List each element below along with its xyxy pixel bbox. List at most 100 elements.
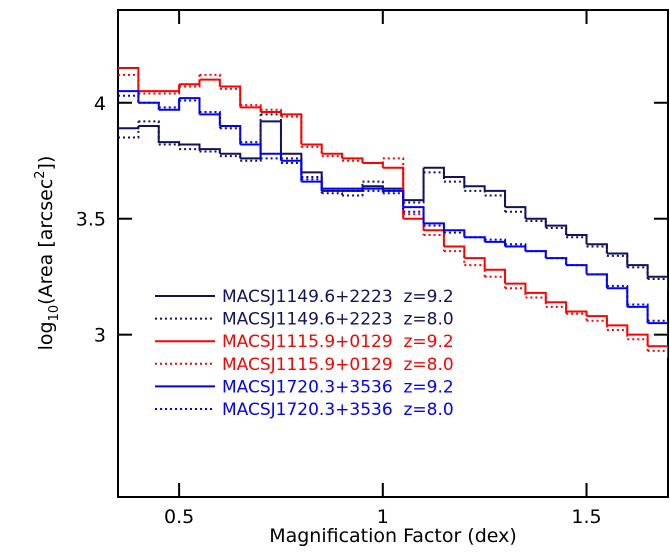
y-axis-label-part: 10 — [47, 305, 62, 322]
step-segment — [240, 106, 262, 113]
x-tick-label: 1 — [377, 506, 389, 528]
step-segment — [647, 319, 668, 335]
step-segment — [627, 338, 649, 351]
step-segment — [423, 229, 445, 247]
step-segment — [606, 329, 629, 340]
legend-label: MACSJ1720.3+3536 z=8.0 — [222, 400, 454, 420]
y-tick-label: 4 — [94, 93, 106, 115]
step-segment — [505, 287, 527, 298]
step-segment — [566, 236, 588, 247]
step-segment — [179, 79, 201, 86]
step-segment — [403, 172, 425, 204]
step-segment — [627, 333, 649, 347]
step-segment — [179, 148, 201, 152]
step-segment — [647, 349, 668, 361]
step-segment — [545, 224, 568, 235]
step-segment — [586, 245, 608, 256]
step-segment — [382, 157, 405, 215]
step-segment — [606, 284, 629, 305]
step-segment — [484, 194, 507, 212]
y-axis-label-part: log — [35, 321, 57, 350]
step-segment — [566, 264, 588, 275]
legend-label: MACSJ1149.6+2223 z=8.0 — [222, 310, 454, 330]
step-segment — [484, 268, 507, 284]
step-segment — [199, 111, 221, 129]
step-segment — [566, 264, 588, 275]
y-tick-label: 3.5 — [76, 209, 106, 231]
step-segment — [443, 231, 466, 238]
step-segment — [301, 145, 323, 157]
step-segment — [158, 143, 181, 150]
step-segment — [240, 114, 262, 162]
step-segment — [586, 243, 608, 254]
step-segment — [158, 84, 181, 93]
legend-label: MACSJ1149.6+2223 z=9.2 — [222, 287, 454, 307]
series-group — [118, 66, 668, 361]
step-segment — [525, 250, 547, 259]
step-segment — [464, 185, 486, 191]
step-segment — [484, 275, 507, 289]
step-segment — [525, 250, 547, 259]
step-segment — [647, 278, 668, 291]
step-segment — [545, 257, 568, 266]
step-segment — [199, 73, 221, 89]
step-segment — [301, 180, 323, 189]
step-segment — [484, 189, 507, 208]
step-segment — [464, 257, 486, 270]
x-axis-label: Magnification Factor (dex) — [269, 525, 517, 547]
step-segment — [118, 125, 140, 130]
step-segment — [525, 220, 547, 228]
step-segment — [403, 206, 425, 224]
step-segment — [505, 245, 527, 252]
step-segment — [627, 266, 649, 280]
step-segment — [464, 189, 486, 196]
step-segment — [118, 66, 140, 92]
step-segment — [606, 287, 629, 307]
step-segment — [403, 210, 425, 226]
step-segment — [260, 108, 282, 117]
y-axis-label-part: (Area [arcsec — [35, 179, 57, 305]
step-segment — [240, 121, 262, 160]
x-tick-label: 0.5 — [164, 506, 194, 528]
step-segment — [179, 99, 201, 113]
step-segment — [118, 90, 140, 103]
step-segment — [647, 322, 668, 337]
legend-label: MACSJ1115.9+0129 z=9.2 — [222, 332, 454, 352]
step-segment — [484, 240, 507, 247]
step-segment — [505, 243, 527, 252]
step-segment — [545, 305, 568, 314]
step-segment — [138, 101, 160, 108]
step-segment — [342, 181, 364, 197]
y-axis-label: log10(Area [arcsec2]) — [33, 156, 62, 351]
y-axis-label-part: 2 — [33, 170, 48, 178]
legend-label: MACSJ1720.3+3536 z=9.2 — [222, 377, 454, 397]
step-segment — [280, 157, 303, 177]
step-segment — [260, 120, 282, 154]
step-segment — [566, 312, 588, 321]
step-segment — [586, 273, 608, 289]
step-segment — [321, 192, 344, 196]
step-segment — [382, 192, 405, 212]
step-segment — [280, 113, 303, 145]
step-segment — [443, 245, 466, 259]
step-segment — [199, 78, 221, 87]
step-segment — [403, 217, 425, 231]
step-segment — [362, 158, 384, 165]
step-segment — [606, 254, 629, 268]
step-segment — [179, 143, 201, 150]
step-segment — [423, 171, 445, 182]
step-segment — [423, 233, 445, 252]
step-segment — [342, 159, 364, 164]
step-segment — [627, 303, 649, 321]
legend-label: MACSJ1115.9+0129 z=8.0 — [222, 355, 454, 375]
step-segment — [179, 97, 201, 115]
plot-frame — [117, 9, 669, 498]
x-tick-label: 1.5 — [571, 506, 601, 528]
step-segment — [240, 104, 262, 110]
step-segment — [158, 86, 181, 95]
step-segment — [443, 229, 466, 238]
step-segment — [403, 167, 425, 202]
step-segment — [586, 273, 608, 286]
y-tick-label: 3 — [94, 325, 106, 347]
